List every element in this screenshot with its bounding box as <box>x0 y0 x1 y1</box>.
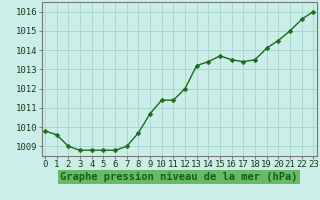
X-axis label: Graphe pression niveau de la mer (hPa): Graphe pression niveau de la mer (hPa) <box>60 172 298 182</box>
